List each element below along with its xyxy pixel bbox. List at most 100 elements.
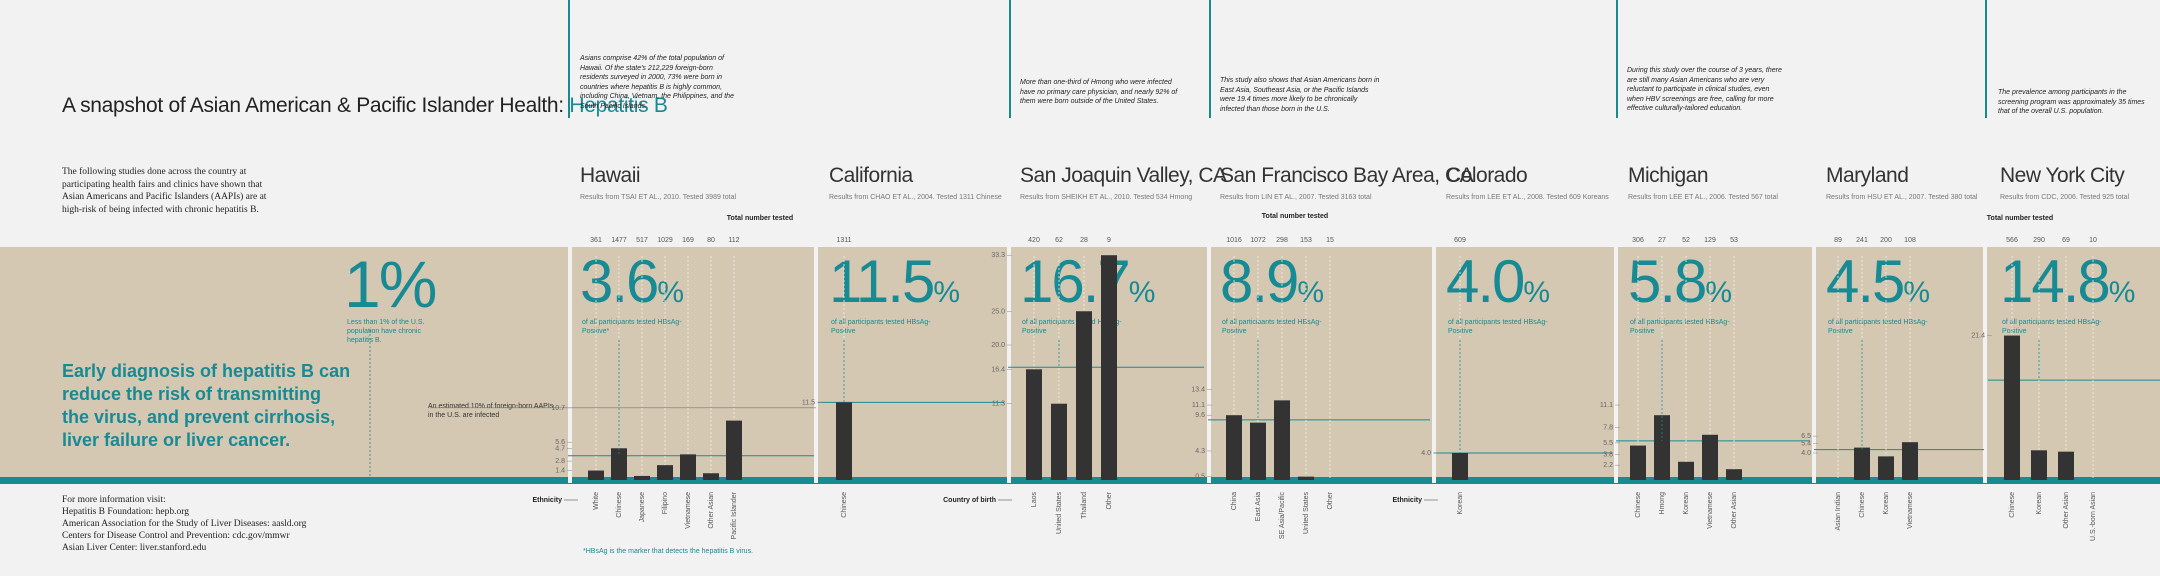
total-tested-label: 1072: [1250, 237, 1266, 244]
y-tick-label: 16.4: [991, 366, 1005, 373]
category-label: United States: [1303, 492, 1310, 535]
bar-vietnamese: [1902, 442, 1918, 480]
total-tested-label: 420: [1028, 237, 1040, 244]
overall-percentage: 14.8%: [2000, 252, 2135, 321]
category-label: Filipino: [662, 492, 669, 514]
category-label: Korean: [1683, 492, 1690, 515]
total-tested-label: 112: [728, 237, 739, 244]
category-label: U.S.-born Asian: [2090, 492, 2097, 541]
category-label: Other: [1106, 491, 1113, 509]
y-tick-label: 4.0: [1801, 450, 1811, 457]
total-tested-label: 89: [1834, 237, 1842, 244]
category-label: Thailand: [1081, 492, 1088, 519]
region-title: San Francisco Bay Area, CA: [1220, 164, 1474, 187]
region-divider: [814, 247, 818, 483]
total-tested-label: 566: [2006, 237, 2018, 244]
percentage-desc: of all participants tested HBsAg-Positiv…: [1448, 319, 1548, 335]
overall-value: 4.0: [1446, 248, 1525, 315]
total-tested-label: 200: [1880, 237, 1892, 244]
callout-text: Asians comprise 42% of the total populat…: [580, 55, 734, 110]
region-title: California: [829, 164, 913, 187]
bar-china: [1226, 415, 1242, 480]
y-tick-label: 2.8: [555, 458, 565, 465]
region-title: Hawaii: [580, 164, 641, 187]
bar-white: [588, 470, 604, 480]
total-tested-label: 609: [1454, 237, 1466, 244]
bar-korean: [1452, 453, 1468, 480]
y-tick-label: 5.4: [1801, 441, 1811, 448]
overall-percentage: 4.5%: [1826, 252, 1931, 321]
percentage-desc: of all participants tested HBsAg-Positiv…: [2002, 319, 2102, 335]
percent-sign: %: [1297, 276, 1325, 309]
key-message: Early diagnosis of hepatitis B can reduc…: [62, 361, 351, 450]
total-tested-label: 298: [1276, 237, 1288, 244]
info-line[interactable]: Centers for Disease Control and Preventi…: [62, 531, 290, 541]
info-line[interactable]: American Association for the Study of Li…: [62, 519, 307, 529]
y-tick-label: 7.8: [1603, 424, 1613, 431]
y-tick-label: 4.3: [1195, 448, 1205, 455]
total-tested-label: 153: [1300, 237, 1312, 244]
category-label: Japanese: [639, 492, 646, 522]
total-tested-label: 62: [1055, 237, 1063, 244]
category-label: East Asia: [1255, 492, 1262, 521]
y-tick-label: 13.4: [1191, 387, 1205, 394]
percentage-desc: of all participants tested HBsAg-Positiv…: [831, 319, 931, 335]
bar-chinese: [836, 402, 852, 480]
region-title: San Joaquin Valley, CA: [1020, 164, 1227, 187]
y-tick-label: 4.0: [1421, 450, 1431, 457]
overall-percentage: 11.5%: [829, 252, 960, 321]
page-title: A snapshot of Asian American & Pacific I…: [62, 94, 668, 117]
overall-value: 5.8: [1628, 248, 1707, 315]
total-tested-label: 28: [1080, 237, 1088, 244]
category-label: United States: [1056, 492, 1063, 535]
y-tick-label: 5.6: [555, 439, 565, 446]
info-line[interactable]: Hepatitis B Foundation: hepb.org: [62, 507, 190, 517]
region-divider: [1007, 247, 1011, 483]
total-tested-label: 108: [1904, 237, 1916, 244]
y-tick-label: 11.1: [1192, 402, 1205, 409]
region-divider: [1432, 247, 1436, 483]
percentage-desc: of all participants tested HBsAg-Positiv…: [582, 319, 682, 335]
title-highlight: Hepatitis B: [569, 94, 668, 117]
category-label: Chinese: [1635, 492, 1642, 518]
total-tested-label: 15: [1326, 237, 1334, 244]
overall-percentage: 4.0%: [1446, 252, 1550, 321]
region-source: Results from CDC, 2006. Tested 925 total: [2000, 194, 2130, 201]
overall-percentage: 5.8%: [1628, 252, 1732, 321]
overall-value: 8.9: [1220, 248, 1299, 315]
axis-label: Country of birth: [943, 497, 996, 504]
region-source: Results from LEE ET AL., 2008. Tested 60…: [1446, 194, 1609, 201]
percent-sign: %: [1903, 276, 1931, 309]
region-source: Results from SHEIKH ET AL., 2010. Tested…: [1020, 194, 1193, 201]
percentage-desc: of all participants tested HBsAg-Positiv…: [1828, 319, 1928, 335]
info-line[interactable]: Asian Liver Center: liver.stanford.edu: [62, 543, 207, 553]
category-label: Other Asian: [708, 492, 715, 529]
bar-united-states: [1298, 476, 1314, 480]
y-tick-label: 20.0: [991, 342, 1005, 349]
bar-chinese: [1630, 445, 1646, 480]
category-label: Chinese: [616, 492, 623, 518]
region-source: Results from TSAI ET AL., 2010. Tested 3…: [580, 194, 737, 201]
baseline-strip: [0, 477, 2160, 484]
category-label: SE Asia/Pacific: [1279, 492, 1286, 540]
callout-text: More than one-third of Hmong who were in…: [1020, 79, 1178, 105]
region-title: Colorado: [1446, 164, 1528, 187]
bar-other-asian: [703, 473, 719, 480]
total-tested-label: 306: [1632, 237, 1644, 244]
region-title: Maryland: [1826, 164, 1909, 187]
region-divider: [1983, 247, 1987, 483]
category-label: Other Asian: [2063, 492, 2070, 529]
y-tick-label: 25.0: [991, 308, 1005, 315]
percent-sign: %: [1128, 276, 1156, 309]
intro-text: The following studies done across the co…: [62, 167, 267, 215]
category-label: China: [1231, 492, 1238, 510]
overall-percentage: 8.9%: [1220, 252, 1325, 321]
category-label: Chinese: [841, 492, 848, 518]
percent-sign: %: [657, 276, 685, 309]
category-label: Hmong: [1659, 492, 1666, 515]
bar-filipino: [657, 465, 673, 480]
category-label: Korean: [1883, 492, 1890, 515]
total-number-tested-label: Total number tested: [1987, 215, 2053, 222]
category-label: Pacific Islander: [731, 491, 738, 539]
